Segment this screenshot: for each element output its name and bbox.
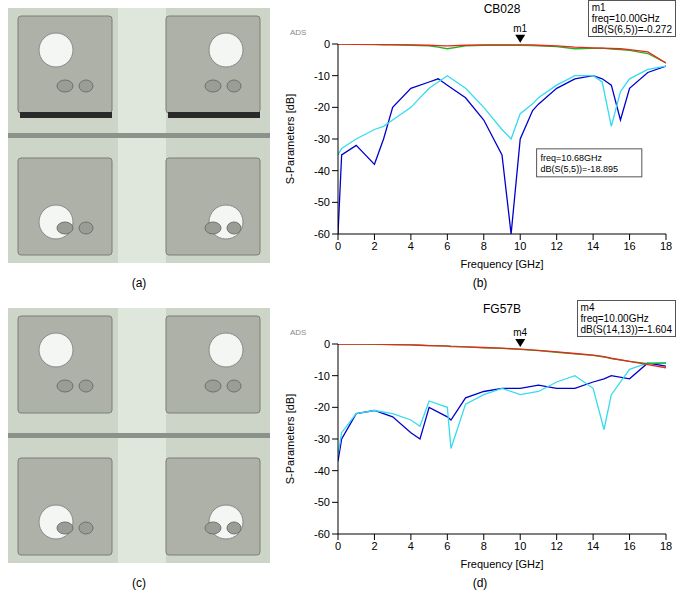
- svg-text:14: 14: [587, 240, 599, 252]
- svg-text:freq=10.68GHz: freq=10.68GHz: [541, 153, 603, 163]
- html-text:m4: m4: [580, 302, 595, 313]
- svg-text:-40: -40: [314, 165, 330, 177]
- svg-text:-40: -40: [314, 465, 330, 477]
- svg-text:8: 8: [481, 240, 487, 252]
- html-text:freq=10.00GHz: freq=10.00GHz: [591, 13, 660, 24]
- svg-text:-30: -30: [314, 133, 330, 145]
- svg-text:0: 0: [335, 240, 341, 252]
- html-text:ADS: ADS: [290, 328, 307, 337]
- svg-text:m4: m4: [513, 327, 527, 338]
- html-text:(d): (d): [472, 576, 488, 590]
- svg-text:-20: -20: [314, 401, 330, 413]
- svg-text:4: 4: [408, 240, 414, 252]
- svg-text:18: 18: [660, 240, 672, 252]
- svg-text:Frequency [GHz]: Frequency [GHz]: [460, 558, 543, 570]
- svg-text:16: 16: [623, 540, 635, 552]
- svg-text:-10: -10: [314, 370, 330, 382]
- html-text:freq=10.00GHz: freq=10.00GHz: [580, 313, 649, 324]
- svg-text:-10: -10: [314, 70, 330, 82]
- html-text:FG57B: FG57B: [483, 302, 521, 316]
- html-text:(c): (c): [132, 576, 146, 590]
- html-text:dB(S(14,13))=-1.604: dB(S(14,13))=-1.604: [580, 324, 672, 335]
- svg-text:18: 18: [660, 540, 672, 552]
- svg-text:14: 14: [587, 540, 599, 552]
- html-text:CB028: CB028: [483, 2, 521, 16]
- html-text:(b): (b): [472, 276, 488, 290]
- svg-text:2: 2: [371, 540, 377, 552]
- html-text:ADS: ADS: [290, 28, 307, 37]
- svg-text:-60: -60: [314, 228, 330, 240]
- svg-text:10: 10: [514, 540, 526, 552]
- html-text:m1: m1: [591, 2, 606, 13]
- svg-text:0: 0: [335, 540, 341, 552]
- html-text:(a): (a): [131, 276, 147, 290]
- svg-text:4: 4: [408, 540, 414, 552]
- html-text:dB(S(6,5))=-0.272: dB(S(6,5))=-0.272: [591, 24, 672, 35]
- svg-text:12: 12: [551, 240, 563, 252]
- svg-text:6: 6: [444, 540, 450, 552]
- svg-text:8: 8: [481, 540, 487, 552]
- svg-text:-50: -50: [314, 496, 330, 508]
- svg-text:S-Parameters [dB]: S-Parameters [dB]: [284, 94, 296, 184]
- svg-text:S-Parameters [dB]: S-Parameters [dB]: [284, 394, 296, 484]
- svg-text:16: 16: [623, 240, 635, 252]
- svg-text:0: 0: [324, 338, 330, 350]
- svg-text:dB(S(5,5))=-18.895: dB(S(5,5))=-18.895: [541, 164, 618, 174]
- svg-text:2: 2: [371, 240, 377, 252]
- svg-text:12: 12: [551, 540, 563, 552]
- svg-text:-60: -60: [314, 528, 330, 540]
- svg-text:6: 6: [444, 240, 450, 252]
- svg-text:10: 10: [514, 240, 526, 252]
- svg-text:-30: -30: [314, 433, 330, 445]
- svg-text:0: 0: [324, 38, 330, 50]
- svg-text:m1: m1: [513, 23, 527, 34]
- svg-text:-20: -20: [314, 101, 330, 113]
- svg-text:-50: -50: [314, 196, 330, 208]
- svg-text:Frequency [GHz]: Frequency [GHz]: [460, 258, 543, 270]
